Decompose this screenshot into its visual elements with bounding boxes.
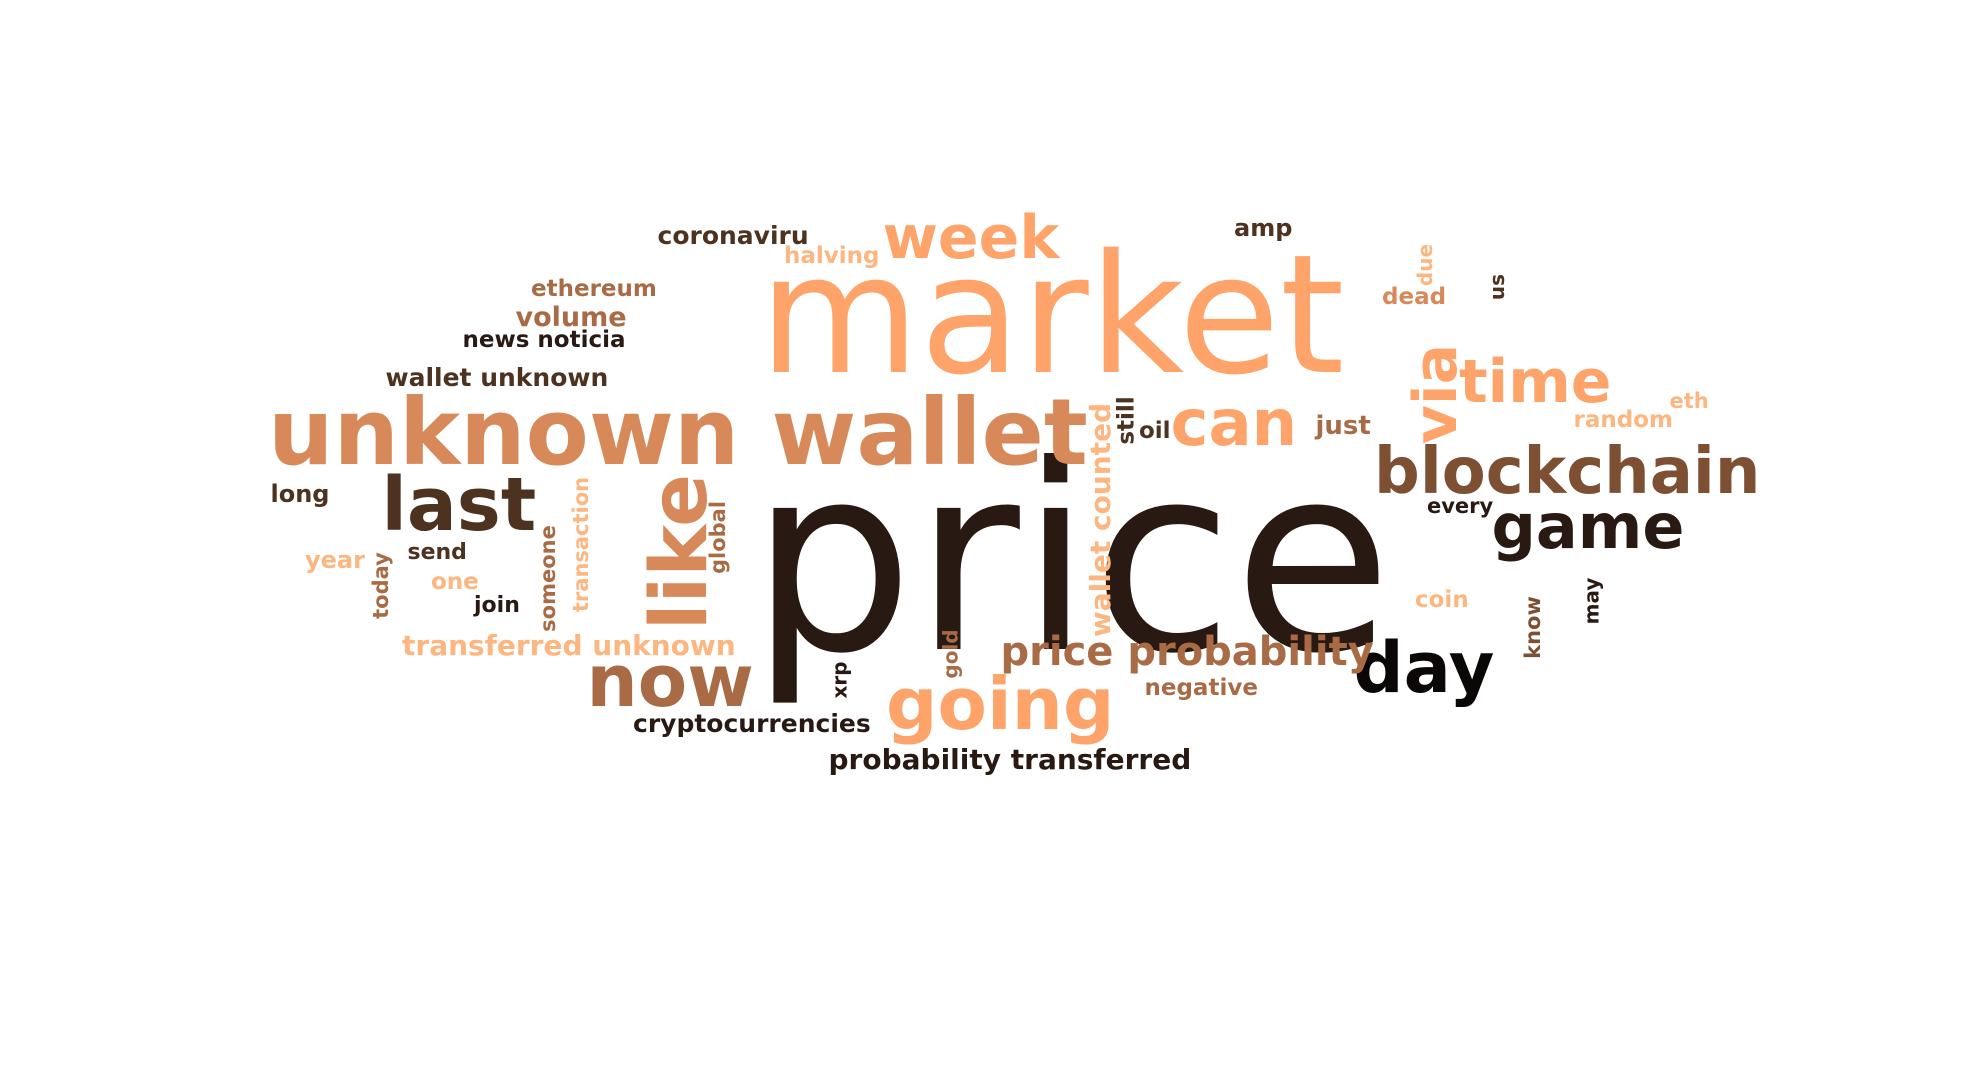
word-year: year [305,546,365,574]
word-eth: eth [1669,388,1709,413]
word-price: price [750,410,1393,710]
word-time: time [1459,347,1612,417]
word-blockchain: blockchain [1374,435,1761,509]
word-gold: gold [938,629,963,679]
word-coin: coin [1415,586,1469,613]
word-unknown-wallet: unknown wallet [268,379,1088,486]
word-wallet-unknown: wallet unknown [385,362,609,392]
word-volume: volume [515,301,627,333]
word-today: today [368,551,393,619]
word-news-noticia: news noticia [462,326,626,353]
word-week: week [882,203,1060,273]
word-one: one [431,568,479,595]
word-last: last [381,462,537,548]
word-wallet-counted: wallet counted [1084,402,1118,638]
word-just: just [1315,411,1371,441]
word-join: join [474,593,520,618]
word-negative: negative [1144,674,1258,701]
word-due: due [1413,243,1438,287]
word-someone: someone [535,524,560,632]
word-long: long [270,480,330,508]
word-transferred-unknown: transferred unknown [402,629,736,662]
word-day: day [1353,627,1495,709]
word-still: still [1113,395,1140,445]
word-dead: dead [1382,283,1447,310]
word-amp: amp [1234,214,1293,242]
word-now: now [586,639,754,723]
word-oil: oil [1139,417,1171,444]
word-may: may [1578,577,1603,625]
word-probability-transferred: probability transferred [828,743,1192,776]
word-market: market [759,218,1345,411]
word-random: random [1573,406,1673,433]
word-price-probability: price probability [1000,629,1374,675]
word-going: going [886,662,1115,746]
word-us: us [1485,273,1510,301]
word-halving: halving [784,242,880,269]
word-every: every [1427,493,1494,518]
word-cryptocurrencies: cryptocurrencies [633,708,871,738]
word-transaction: transaction [568,476,593,612]
word-global: global [705,500,730,574]
word-send: send [407,540,467,565]
word-game: game [1491,490,1685,563]
word-can: can [1170,387,1298,461]
word-coronaviru: coronaviru [657,220,809,250]
word-know: know [1520,595,1545,659]
word-ethereum: ethereum [531,275,657,302]
word-xrp: xrp [827,661,852,699]
word-via: via [1401,343,1472,445]
